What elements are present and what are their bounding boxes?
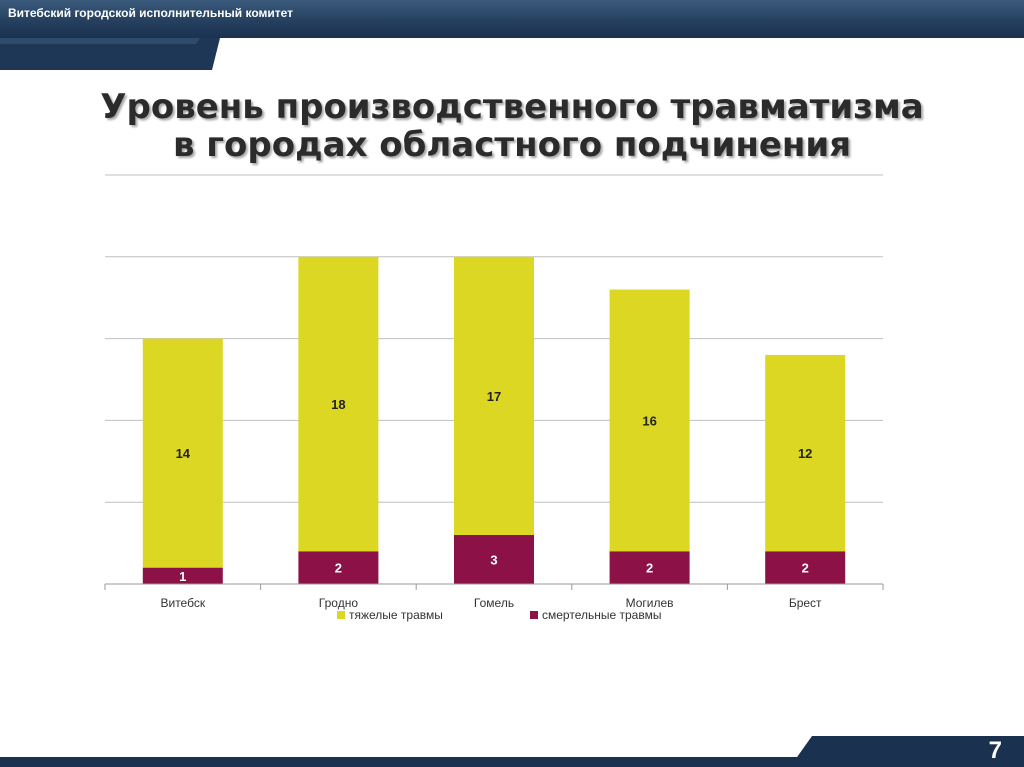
legend-label-severe: тяжелые травмы — [349, 608, 443, 622]
data-label-fatal: 1 — [179, 569, 186, 584]
data-label-severe: 18 — [331, 397, 345, 412]
footer-tab-shape — [790, 736, 1024, 767]
header-bar: Витебский городской исполнительный комит… — [0, 0, 1024, 38]
chart-bars — [142, 256, 846, 584]
bar-severe — [142, 338, 223, 568]
x-tick-label: Витебск — [160, 596, 205, 610]
bar-severe — [765, 354, 846, 552]
org-name: Витебский городской исполнительный комит… — [8, 6, 294, 20]
data-label-severe: 14 — [176, 446, 191, 461]
legend-swatch-severe — [337, 611, 345, 619]
bar-fatal — [765, 551, 846, 584]
slide-title: Уровень производственного травматизма в … — [0, 88, 1024, 164]
data-label-severe: 12 — [798, 446, 812, 461]
slide-title-line-2: в городах областного подчинения — [172, 125, 852, 165]
chart-data-labels: 1 14 2 18 3 17 2 16 2 12 — [176, 389, 813, 584]
chart-x-axis: Витебск Гродно Гомель Могилев Брест — [104, 583, 884, 610]
slide-title-line-1: Уровень производственного травматизма — [100, 87, 924, 127]
legend-swatch-fatal — [530, 611, 538, 619]
bar-fatal — [142, 567, 223, 584]
data-label-fatal: 3 — [490, 552, 497, 567]
bar-fatal — [298, 551, 379, 584]
x-tick-label: Брест — [789, 596, 822, 610]
footer-bar — [0, 757, 1024, 767]
legend-label-fatal: смертельные травмы — [542, 608, 661, 622]
page-number: 7 — [988, 737, 1002, 764]
x-tick-label: Гомель — [474, 596, 514, 610]
data-label-fatal: 2 — [646, 561, 653, 576]
data-label-severe: 17 — [487, 389, 501, 404]
x-tick-label: Могилев — [626, 596, 674, 610]
bar-severe — [454, 256, 534, 535]
bar-fatal — [609, 551, 690, 584]
bar-fatal — [454, 534, 534, 584]
data-label-fatal: 2 — [802, 561, 809, 576]
chart-legend: тяжелые травмы смертельные травмы — [337, 608, 661, 622]
data-label-fatal: 2 — [335, 561, 342, 576]
header-tab-shape — [0, 38, 220, 70]
data-label-severe: 16 — [642, 413, 656, 428]
bar-severe — [609, 289, 690, 552]
bar-severe — [298, 256, 379, 552]
x-tick-label: Гродно — [319, 596, 359, 610]
